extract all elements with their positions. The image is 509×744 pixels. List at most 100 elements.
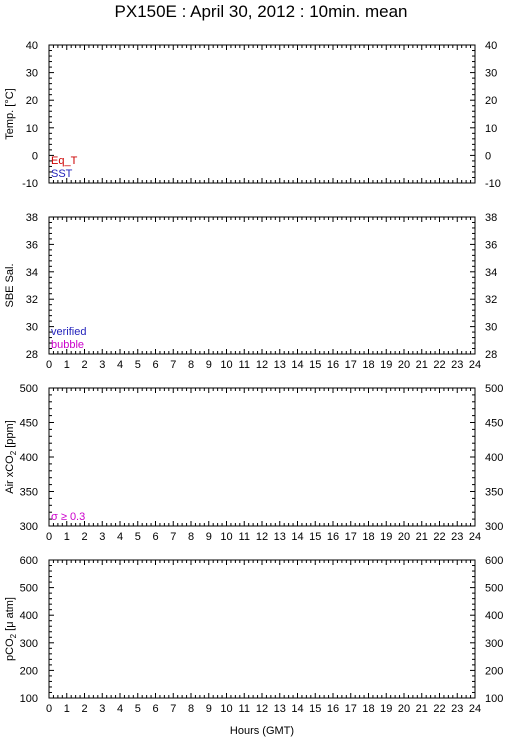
x-tick-label: 1 — [64, 531, 70, 543]
y-tick-label-left: 600 — [20, 555, 38, 567]
y-tick-label-left: 200 — [20, 665, 38, 677]
y-axis-label-subscript: 2 — [9, 633, 18, 638]
y-tick-label-right: 28 — [485, 349, 497, 361]
x-tick-label: 16 — [327, 703, 339, 715]
y-tick-label-left: 10 — [26, 123, 38, 135]
y-tick-label-right: 0 — [485, 150, 491, 162]
x-tick-label: 14 — [291, 531, 303, 543]
panel-1: -10 -10 0 0 10 10 20 20 30 30 40 40 Temp. [°C] Eq_TSS… — [4, 40, 501, 190]
x-tick-label: 7 — [170, 359, 176, 371]
x-tick-label: 18 — [362, 531, 374, 543]
x-tick-label: 3 — [99, 531, 105, 543]
y-tick-label-left: 350 — [20, 487, 38, 499]
x-tick-label: 9 — [206, 359, 212, 371]
y-tick-label-right: 500 — [485, 383, 503, 395]
y-tick-label-right: 450 — [485, 418, 503, 430]
y-tick-label-right: 400 — [485, 452, 503, 464]
x-tick-label: 0 — [46, 531, 52, 543]
x-tick-label: 15 — [309, 359, 321, 371]
x-tick-label: 13 — [274, 703, 286, 715]
y-tick-label-left: 0 — [32, 150, 38, 162]
x-tick-label: 10 — [220, 703, 232, 715]
y-axis-label: pCO2 [μ atm] — [4, 597, 18, 661]
y-axis-label-part: Air xCO — [4, 455, 16, 494]
legend-entry: Eq_T — [51, 155, 78, 167]
x-tick-label: 23 — [451, 531, 463, 543]
x-tick-label: 8 — [188, 531, 194, 543]
y-tick-label-left: 30 — [26, 322, 38, 334]
y-tick-label-right: 20 — [485, 95, 497, 107]
y-axis-label-subscript: 2 — [9, 450, 18, 455]
y-tick-label-left: 32 — [26, 294, 38, 306]
x-tick-label: 17 — [345, 531, 357, 543]
legend-entry: verified — [51, 326, 86, 338]
x-tick-label: 11 — [239, 359, 250, 371]
y-tick-label-left: 40 — [26, 40, 38, 52]
x-tick-label: 9 — [206, 703, 212, 715]
y-tick-label-left: 400 — [20, 610, 38, 622]
x-tick-label: 3 — [99, 359, 105, 371]
y-tick-label-right: 30 — [485, 68, 497, 80]
x-axis-label: Hours (GMT) — [230, 725, 294, 737]
y-tick-label-right: 30 — [485, 322, 497, 334]
plot-frame — [48, 559, 476, 699]
y-tick-label-right: 350 — [485, 487, 503, 499]
x-tick-label: 12 — [256, 703, 268, 715]
legend-entry: bubble — [51, 339, 84, 351]
legend-entry: SST — [51, 168, 73, 180]
y-tick-label-left: 500 — [20, 383, 38, 395]
x-tick-label: 7 — [170, 531, 176, 543]
x-tick-label: 20 — [398, 531, 410, 543]
x-tick-label: 4 — [117, 359, 123, 371]
y-tick-label-right: -10 — [485, 178, 501, 190]
y-tick-label-left: 450 — [20, 418, 38, 430]
x-tick-label: 10 — [220, 531, 232, 543]
x-tick-label: 7 — [170, 703, 176, 715]
y-tick-label-right: 34 — [485, 267, 497, 279]
y-tick-label-left: 300 — [20, 521, 38, 533]
y-axis-label: Temp. [°C] — [4, 88, 16, 139]
y-tick-label-left: 500 — [20, 583, 38, 595]
x-tick-label: 21 — [416, 359, 428, 371]
y-tick-label-right: 100 — [485, 693, 503, 705]
y-tick-label-left: 36 — [26, 239, 38, 251]
x-tick-label: 6 — [152, 531, 158, 543]
x-tick-label: 11 — [239, 703, 250, 715]
x-tick-label: 5 — [135, 531, 141, 543]
x-tick-label: 23 — [451, 359, 463, 371]
x-tick-label: 4 — [117, 703, 123, 715]
x-tick-label: 14 — [291, 703, 303, 715]
x-tick-label: 24 — [469, 531, 481, 543]
x-tick-label: 8 — [188, 359, 194, 371]
legend-entry: σ ≥ 0.3 — [51, 511, 85, 523]
y-tick-label-left: 38 — [26, 212, 38, 224]
x-tick-label: 24 — [469, 703, 481, 715]
x-tick-label: 4 — [117, 531, 123, 543]
y-tick-label-left: 20 — [26, 95, 38, 107]
x-tick-label: 15 — [309, 531, 321, 543]
chart-title: PX150E : April 30, 2012 : 10min. mean — [115, 2, 408, 21]
x-tick-label: 13 — [274, 531, 286, 543]
y-tick-label-right: 10 — [485, 123, 497, 135]
x-tick-label: 1 — [64, 703, 70, 715]
x-tick-label: 21 — [416, 531, 428, 543]
y-tick-label-left: 28 — [26, 349, 38, 361]
x-tick-label: 8 — [188, 703, 194, 715]
x-tick-label: 19 — [380, 359, 392, 371]
plot-frame — [48, 387, 476, 527]
x-tick-label: 20 — [398, 703, 410, 715]
x-tick-label: 9 — [206, 531, 212, 543]
x-tick-label: 2 — [81, 703, 87, 715]
x-tick-label: 24 — [469, 359, 481, 371]
x-tick-label: 22 — [433, 359, 445, 371]
x-tick-label: 19 — [380, 531, 392, 543]
plot-frame — [48, 216, 476, 355]
x-tick-label: 16 — [327, 531, 339, 543]
y-tick-label-left: 34 — [26, 267, 38, 279]
panel-4: 0 1 2 3 4 5 6 7 8 9 10 11 12 13 14 15 16 17 18 19 20 21 22 23 24… — [4, 555, 503, 737]
y-axis-label: Air xCO2 [ppm] — [4, 420, 18, 494]
x-tick-label: 16 — [327, 359, 339, 371]
y-tick-label-left: 300 — [20, 638, 38, 650]
